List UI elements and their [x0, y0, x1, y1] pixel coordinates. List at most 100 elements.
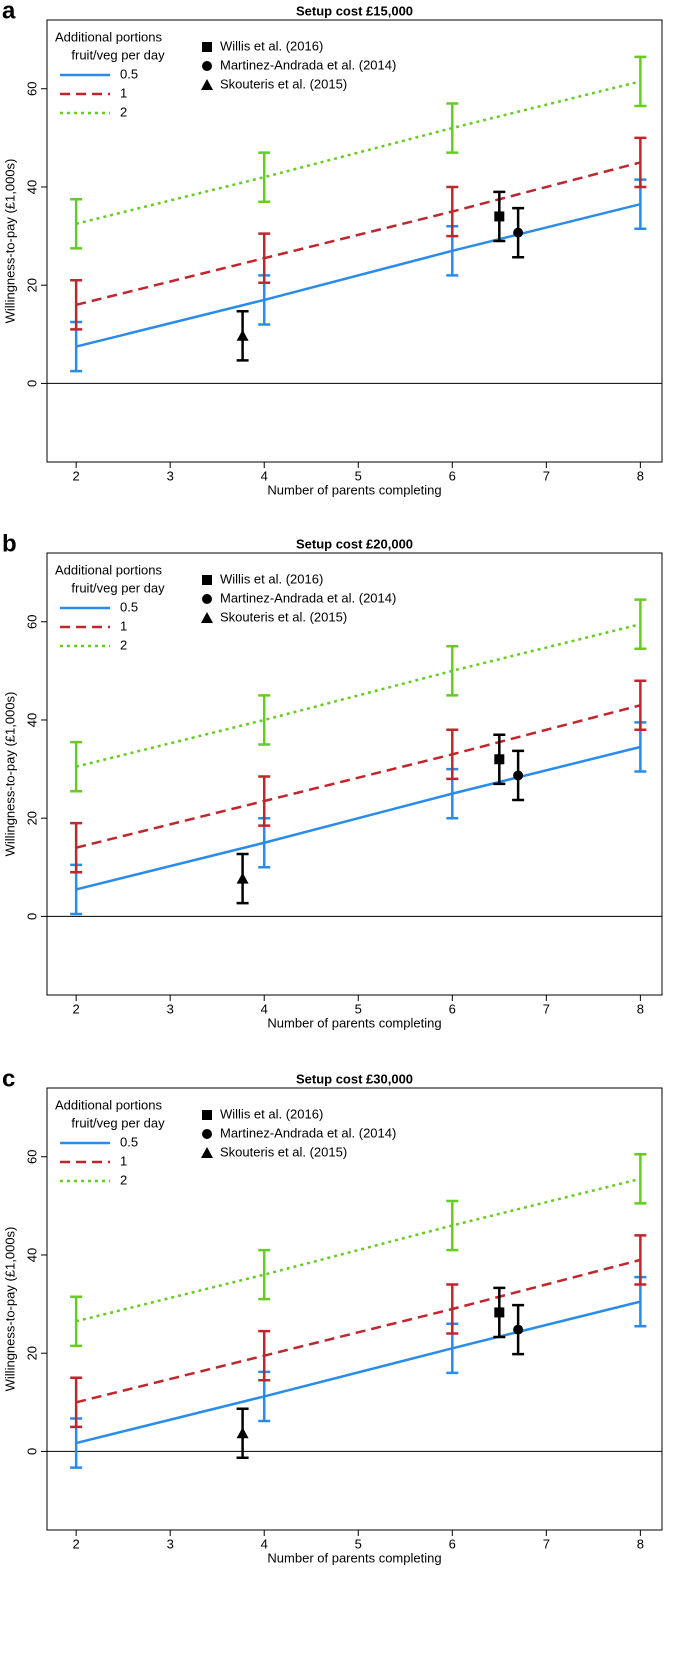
error-bar: [258, 694, 271, 746]
legend-label: Martinez-Andrada et al. (2014): [220, 590, 396, 605]
panel-label: c: [2, 1065, 15, 1092]
legend-marker: [202, 575, 212, 585]
error-bar: [634, 598, 647, 651]
series-line: [75, 704, 641, 849]
y-tick-label: 40: [24, 180, 39, 194]
plot-frame: [46, 19, 663, 463]
x-tick-label: 7: [543, 1001, 550, 1016]
legend-label: Skouteris et al. (2015): [220, 76, 347, 91]
plot-frame: [46, 1087, 663, 1531]
series-line: [75, 202, 641, 348]
legend-label: 1: [120, 1153, 127, 1168]
x-axis-label: Number of parents completing: [267, 1015, 441, 1030]
x-tick-label: 8: [637, 1001, 644, 1016]
legend-label: 2: [120, 637, 127, 652]
legend-label: Skouteris et al. (2015): [220, 1144, 347, 1159]
legend-marker: [201, 79, 213, 90]
chart-title: Setup cost £30,000: [296, 1071, 413, 1086]
y-tick-label: 0: [24, 1448, 39, 1455]
panel: a Setup cost £15,000 2 3 4 5 6 7 8 0 20 40 60 Number …: [2, 0, 663, 497]
x-tick-label: 8: [637, 1536, 644, 1551]
marker: [236, 872, 249, 884]
series-line: [75, 1300, 641, 1445]
x-tick-label: 7: [543, 468, 550, 483]
legend-title: fruit/veg per day: [71, 47, 165, 62]
error-bar: [634, 1234, 647, 1286]
y-tick-label: 20: [24, 278, 39, 292]
legend-marker: [201, 612, 213, 623]
y-tick-label: 40: [24, 713, 39, 727]
error-bar: [446, 102, 459, 154]
legend-label: Martinez-Andrada et al. (2014): [220, 57, 396, 72]
error-bar: [258, 1248, 271, 1301]
marker: [494, 754, 505, 765]
error-bar: [446, 1199, 459, 1252]
marker: [494, 211, 505, 222]
error-bar: [70, 198, 83, 250]
legend-label: Willis et al. (2016): [220, 38, 323, 53]
marker: [513, 1324, 524, 1335]
x-tick-label: 3: [167, 468, 174, 483]
legend-label: Skouteris et al. (2015): [220, 609, 347, 624]
legend-label: 0.5: [120, 599, 138, 614]
y-tick-label: 60: [24, 615, 39, 629]
y-tick-label: 0: [24, 913, 39, 920]
x-tick-label: 7: [543, 1536, 550, 1551]
error-bar: [634, 1153, 647, 1205]
panel-label: b: [2, 530, 17, 557]
legend-label: 2: [120, 1172, 127, 1187]
x-axis-label: Number of parents completing: [267, 1550, 441, 1565]
x-tick-label: 4: [261, 1536, 268, 1551]
legend-marker: [201, 1147, 213, 1158]
x-tick-label: 2: [73, 1536, 80, 1551]
series-line: [75, 745, 641, 891]
y-tick-label: 60: [24, 82, 39, 96]
legend-marker: [202, 61, 212, 71]
error-bar: [634, 679, 647, 732]
legend-label: Martinez-Andrada et al. (2014): [220, 1125, 396, 1140]
legend-label: Willis et al. (2016): [220, 571, 323, 586]
legend-label: 1: [120, 618, 127, 633]
error-bar: [634, 136, 647, 189]
legend-label: 0.5: [120, 66, 138, 81]
plot-frame: [46, 552, 663, 996]
x-tick-label: 5: [355, 1001, 362, 1016]
y-tick-label: 40: [24, 1248, 39, 1262]
chart-title: Setup cost £15,000: [296, 3, 413, 18]
series-line: [75, 161, 641, 307]
x-tick-label: 2: [73, 468, 80, 483]
legend-title: fruit/veg per day: [71, 1115, 165, 1130]
error-bar: [446, 645, 459, 697]
x-tick-label: 2: [73, 1001, 80, 1016]
x-tick-label: 6: [449, 1536, 456, 1551]
x-tick-label: 8: [637, 468, 644, 483]
marker: [513, 227, 524, 238]
error-bar: [70, 1295, 83, 1348]
error-bar: [258, 232, 271, 284]
error-bar: [446, 728, 459, 781]
y-tick-label: 60: [24, 1150, 39, 1164]
legend-marker: [202, 1110, 212, 1120]
error-bar: [258, 775, 271, 827]
error-bar: [258, 1329, 271, 1382]
y-tick-label: 0: [24, 380, 39, 387]
x-tick-label: 5: [355, 468, 362, 483]
legend-title: Additional portions: [55, 1097, 162, 1112]
panel: c Setup cost £30,000 2 3 4 5 6 7 8 0 20 40 60 Number …: [2, 1065, 663, 1565]
error-bar: [70, 740, 83, 793]
marker: [236, 329, 249, 341]
legend-label: 1: [120, 85, 127, 100]
panel-label: a: [2, 0, 16, 24]
y-tick-label: 20: [24, 1346, 39, 1360]
error-bar: [70, 1376, 83, 1429]
error-bar: [634, 55, 647, 108]
legend-marker: [202, 1129, 212, 1139]
marker: [494, 1307, 505, 1318]
legend-title: Additional portions: [55, 29, 162, 44]
x-tick-label: 4: [261, 1001, 268, 1016]
series-line: [75, 622, 641, 768]
error-bar: [446, 185, 459, 238]
series-line: [75, 80, 641, 226]
